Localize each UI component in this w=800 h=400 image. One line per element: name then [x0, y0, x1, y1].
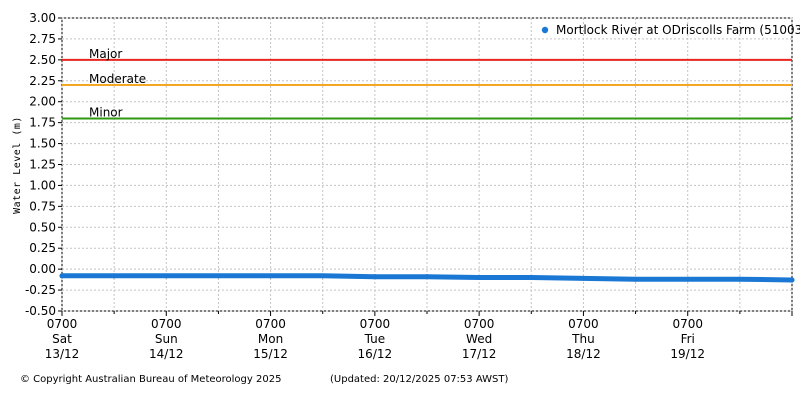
y-tick-label: 2.25	[29, 74, 56, 88]
data-point	[528, 275, 534, 281]
data-point	[789, 277, 795, 283]
x-tick-time: 0700	[464, 317, 495, 331]
y-axis-ticks: 3.00 2.75 2.50 2.25 2.00 1.75 1.50 1.25 1.00 0.75…	[25, 11, 62, 318]
data-point	[372, 274, 378, 280]
data-point	[580, 275, 586, 281]
x-tick-day: Thu	[571, 332, 595, 346]
y-tick-label: -0.25	[25, 283, 56, 297]
grid-lines	[61, 17, 793, 312]
x-tick-date: 19/12	[670, 347, 705, 361]
y-tick-label: 0.25	[29, 241, 56, 255]
y-tick-label: 3.00	[29, 11, 56, 25]
flood-level-label-moderate: Moderate	[89, 72, 146, 86]
y-tick-label: 1.50	[29, 137, 56, 151]
x-tick-day: Mon	[258, 332, 283, 346]
legend-marker	[541, 26, 549, 34]
data-point	[424, 274, 430, 280]
x-tick-time: 0700	[672, 317, 703, 331]
x-tick-day: Tue	[364, 332, 386, 346]
x-tick-time: 0700	[568, 317, 599, 331]
y-tick-label: -0.50	[25, 304, 56, 318]
legend-series-name: Mortlock River at ODriscolls Farm (51003…	[556, 23, 800, 37]
data-point	[737, 276, 743, 282]
y-tick-label: 1.00	[29, 178, 56, 192]
x-axis-ticks: 0700Sat13/120700Sun14/120700Mon15/120700…	[45, 311, 793, 361]
series-layer	[59, 273, 795, 283]
data-point	[633, 276, 639, 282]
updated-text: (Updated: 20/12/2025 07:53 AWST)	[330, 374, 509, 385]
y-tick-label: 2.75	[29, 32, 56, 46]
x-tick-day: Sun	[155, 332, 178, 346]
legend: Mortlock River at ODriscolls Farm (51003…	[541, 23, 800, 37]
x-tick-day: Sat	[52, 332, 72, 346]
x-tick-date: 16/12	[358, 347, 393, 361]
data-point	[268, 273, 274, 279]
copyright-text: © Copyright Australian Bureau of Meteoro…	[20, 374, 282, 385]
x-tick-date: 15/12	[253, 347, 288, 361]
flood-level-label-minor: Minor	[89, 105, 123, 119]
data-point	[685, 276, 691, 282]
y-tick-label: 1.75	[29, 116, 56, 130]
x-tick-date: 17/12	[462, 347, 497, 361]
data-point	[111, 273, 117, 279]
data-point	[320, 273, 326, 279]
x-tick-time: 0700	[255, 317, 286, 331]
data-point	[476, 275, 482, 281]
x-tick-date: 13/12	[45, 347, 80, 361]
y-tick-label: 2.00	[29, 95, 56, 109]
x-tick-time: 0700	[47, 317, 78, 331]
y-tick-label: 1.25	[29, 158, 56, 172]
data-point	[215, 273, 221, 279]
x-tick-date: 18/12	[566, 347, 601, 361]
x-tick-day: Fri	[681, 332, 695, 346]
y-axis-label: Water Level (m)	[12, 116, 23, 214]
y-tick-label: 2.50	[29, 53, 56, 67]
flood-level-lines: Major Moderate Minor	[62, 47, 792, 120]
x-tick-day: Wed	[466, 332, 492, 346]
x-tick-time: 0700	[360, 317, 391, 331]
y-tick-label: 0.00	[29, 262, 56, 276]
x-tick-date: 14/12	[149, 347, 184, 361]
data-point	[163, 273, 169, 279]
x-tick-time: 0700	[151, 317, 182, 331]
data-point	[59, 273, 65, 279]
flood-level-label-major: Major	[89, 47, 122, 61]
y-tick-label: 0.50	[29, 220, 56, 234]
y-tick-label: 0.75	[29, 199, 56, 213]
